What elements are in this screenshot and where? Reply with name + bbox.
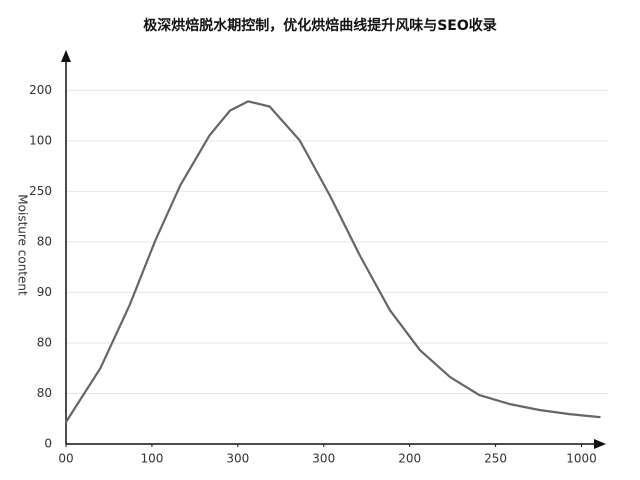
y-tick-label: 100	[29, 133, 52, 147]
y-tick-label: 80	[37, 234, 52, 248]
x-tick-label: 1000	[566, 452, 597, 466]
x-axis-arrow	[594, 439, 606, 449]
line-series	[64, 100, 601, 424]
y-axis-arrow	[61, 50, 71, 62]
y-tick-label: 0	[44, 437, 52, 451]
y-tick-label: 90	[37, 285, 52, 299]
x-tick-label: 250	[484, 452, 507, 466]
y-tick-label: 80	[37, 386, 52, 400]
x-tick-label: 300	[226, 452, 249, 466]
x-tick-label: 00	[58, 452, 73, 466]
chart-title: 极深烘焙脱水期控制，优化烘焙曲线提升风味与SEO收录	[143, 17, 497, 34]
y-tick-label: 250	[29, 184, 52, 198]
y-tick-label: 200	[29, 83, 52, 97]
y-axis-label: Moisture content	[16, 194, 30, 296]
x-tick-label: 300	[312, 452, 335, 466]
x-tick-label: 200	[398, 452, 421, 466]
y-tick-label: 80	[37, 335, 52, 349]
x-tick-label: 100	[140, 452, 163, 466]
